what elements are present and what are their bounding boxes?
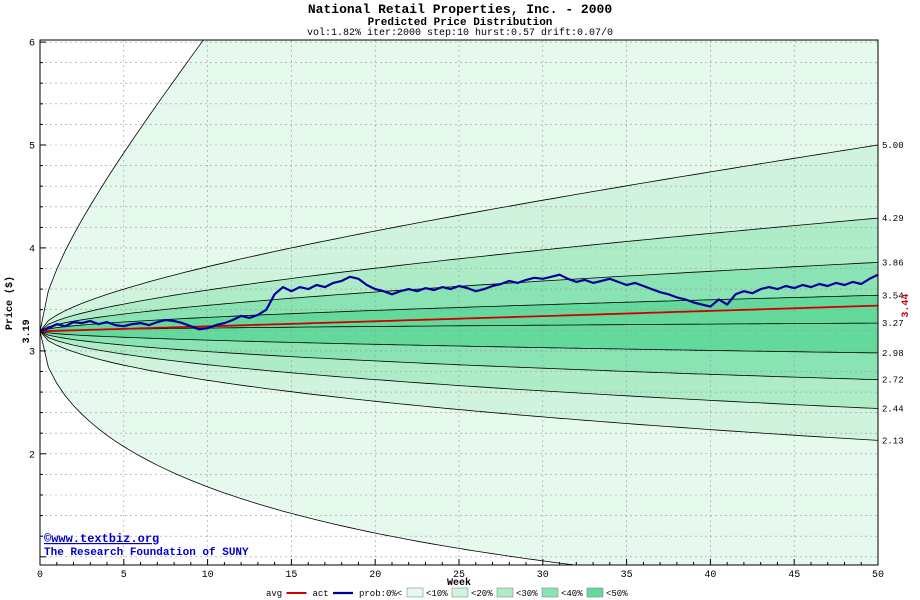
y-axis-label: Price ($) [4, 276, 16, 330]
x-axis-label: Week [447, 577, 471, 589]
x-tick-label: 30 [537, 570, 549, 581]
watermark-url[interactable]: ©www.textbiz.org [44, 532, 159, 546]
quantile-value-label: 3.27 [882, 319, 904, 329]
quantile-curve [40, 294, 878, 332]
legend-band-label: <10% [426, 589, 448, 599]
quantile-value-label: 5.00 [882, 141, 904, 151]
band-fill [40, 295, 878, 353]
start-price-label: 3.19 [22, 319, 33, 343]
x-tick-label: 15 [285, 570, 297, 581]
avg-end-price-label: 3.44 [901, 294, 912, 318]
quantile-value-label: 2.72 [882, 376, 904, 386]
legend-band-swatch [541, 587, 559, 598]
quantile-value-label: 2.44 [882, 405, 904, 415]
band-fill [40, 218, 878, 332]
x-tick-label: 40 [704, 570, 716, 581]
plot-layer: 0 5 10 15 20 25 30 35 40 45 50234565.004.293.863.5… [22, 39, 912, 581]
quantile-curve [40, 330, 878, 354]
x-tick-label: 20 [369, 570, 381, 581]
envelope-bottom-curve [40, 331, 579, 565]
y-tick-label: 6 [29, 39, 35, 50]
band-fill [40, 331, 878, 409]
quantile-curves [40, 40, 878, 565]
legend-band-label: <40% [561, 589, 583, 599]
axis-ticks [39, 41, 879, 565]
watermark-org: The Research Foundation of SUNY [44, 547, 249, 559]
y-tick-label: 4 [29, 244, 35, 255]
x-tick-label: 0 [37, 570, 43, 581]
quantile-curve [40, 331, 878, 441]
legend-band-swatch [451, 587, 469, 598]
tick-labels: 0 5 10 15 20 25 30 35 40 45 50234565.004.293.863.5… [29, 39, 904, 581]
y-tick-label: 5 [29, 142, 35, 153]
y-tick-label: 2 [29, 450, 35, 461]
band-fill [40, 331, 878, 565]
quantile-curve [40, 217, 878, 332]
legend-band-swatch [406, 587, 424, 598]
quantile-curve [40, 330, 878, 409]
x-tick-label: 5 [121, 570, 127, 581]
watermark-link[interactable]: ©www.textbiz.org [44, 532, 159, 546]
legend-band-swatch [586, 587, 604, 598]
chart-legend: avg act prob:0%< <10% <20% <30% <40% <50% [266, 587, 628, 599]
quantile-value-label: 4.29 [882, 214, 904, 224]
chart-params: vol:1.82% iter:2000 step:10 hurst:0.57 d… [307, 27, 613, 39]
x-tick-label: 45 [788, 570, 800, 581]
quantile-curve [40, 330, 878, 381]
legend-prob-label: prob:0%< [359, 589, 402, 599]
chart-subtitle: Predicted Price Distribution [368, 17, 553, 29]
legend-band-label: <50% [606, 589, 628, 599]
avg-price-line [40, 304, 878, 333]
x-tick-label: 50 [872, 570, 884, 581]
y-tick-label: 3 [29, 347, 35, 358]
x-tick-label: 25 [453, 570, 465, 581]
legend-band-swatch [496, 587, 514, 598]
quantile-value-label: 2.98 [882, 349, 904, 359]
actual-price-line [40, 273, 878, 333]
legend-band-label: <30% [516, 589, 538, 599]
quantile-value-label: 3.54 [882, 291, 904, 301]
chart-title: National Retail Properties, Inc. - 2000 [308, 2, 612, 17]
envelope-top-curve [40, 40, 204, 332]
legend-band-label: <20% [471, 589, 493, 599]
legend-avg-label: avg [266, 589, 282, 599]
quantile-curve [40, 322, 878, 332]
x-tick-label: 35 [621, 570, 633, 581]
band-fill [40, 145, 878, 332]
quantile-value-label: 3.86 [882, 258, 904, 268]
x-tick-label: 10 [202, 570, 214, 581]
legend-act-label: act [313, 589, 329, 599]
quantile-curve [40, 144, 878, 332]
quantile-value-label: 2.13 [882, 436, 904, 446]
